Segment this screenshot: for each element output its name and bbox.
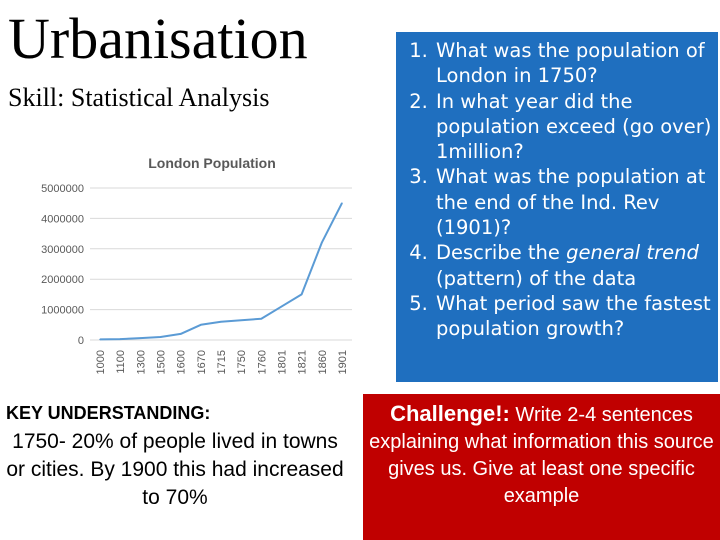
data-point — [179, 333, 182, 335]
key-understanding-heading: KEY UNDERSTANDING: — [6, 403, 211, 423]
x-tick-label: 1715 — [216, 350, 228, 374]
chart-title: London Population — [148, 155, 276, 171]
x-tick-label: 1901 — [337, 350, 349, 374]
data-point — [220, 320, 222, 323]
question-3: What was the population at the end of th… — [434, 164, 712, 240]
y-tick-label: 3000000 — [41, 244, 84, 256]
challenge-box: Challenge!: Write 2-4 sentences explaini… — [363, 394, 720, 540]
y-tick-label: 4000000 — [41, 213, 84, 225]
data-point — [200, 324, 202, 326]
question-4-emphasis: general trend — [566, 241, 699, 265]
question-4: Describe the general trend (pattern) of … — [434, 240, 712, 291]
questions-box: What was the population of London in 175… — [396, 32, 718, 382]
x-tick-label: 1100 — [115, 350, 127, 374]
series-line — [100, 202, 343, 341]
x-axis-tick-labels: 1000 1100 1300 1500 1600 1670 1715 1750 1760 1801… — [95, 350, 349, 374]
data-point — [119, 338, 122, 340]
x-tick-label: 1821 — [297, 350, 309, 374]
data-point — [280, 305, 283, 308]
data-point — [99, 338, 101, 341]
question-4-text-before: Describe the — [436, 241, 567, 265]
data-point — [159, 336, 162, 338]
data-point — [139, 337, 142, 339]
data-point — [240, 319, 242, 322]
x-tick-label: 1670 — [196, 350, 208, 374]
data-point — [260, 317, 263, 320]
x-tick-label: 1300 — [135, 350, 147, 374]
chart-series — [99, 202, 343, 341]
chart-svg: London Population 0 1000000 2000000 3000000… — [41, 155, 352, 374]
challenge-text: Write 2-4 sentences explaining what info… — [369, 404, 714, 507]
challenge-lead: Challenge!: — [390, 401, 510, 426]
data-point — [320, 241, 323, 244]
x-tick-label: 1600 — [176, 350, 188, 374]
question-2: In what year did the population exceed (… — [434, 89, 712, 165]
question-5: What period saw the fastest population g… — [434, 291, 712, 342]
y-tick-label: 1000000 — [41, 305, 84, 317]
y-tick-label: 5000000 — [41, 183, 84, 195]
page-title: Urbanisation — [8, 6, 308, 71]
data-point — [300, 293, 303, 296]
page-subtitle: Skill: Statistical Analysis — [8, 83, 270, 112]
x-tick-label: 1000 — [95, 350, 107, 374]
x-tick-label: 1760 — [256, 350, 268, 374]
chart-gridlines — [90, 187, 352, 341]
data-point — [341, 202, 343, 204]
x-tick-label: 1750 — [236, 350, 248, 374]
question-1: What was the population of London in 175… — [434, 38, 712, 89]
london-population-chart: London Population 0 1000000 2000000 3000000… — [30, 148, 365, 388]
x-tick-label: 1860 — [317, 350, 329, 374]
y-axis-tick-labels: 0 1000000 2000000 3000000 4000000 5000000 — [41, 183, 84, 347]
x-tick-label: 1500 — [156, 350, 168, 374]
questions-list: What was the population of London in 175… — [396, 32, 718, 342]
key-understanding-text: 1750- 20% of people lived in towns or ci… — [6, 430, 344, 509]
question-4-text-after: (pattern) of the data — [436, 266, 637, 290]
x-tick-label: 1801 — [276, 350, 288, 374]
y-tick-label: 2000000 — [41, 274, 84, 286]
y-tick-label: 0 — [78, 335, 84, 347]
